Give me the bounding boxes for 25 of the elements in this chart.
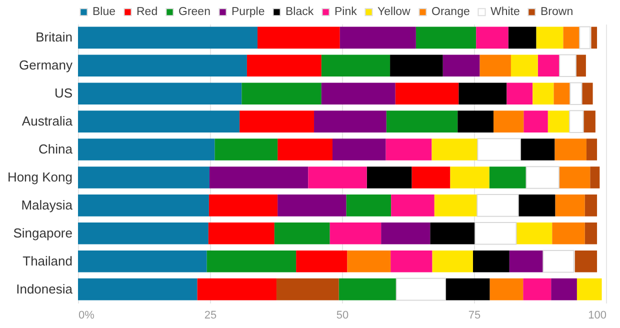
legend-label: White: [490, 6, 520, 18]
x-tick-label: 75: [468, 310, 481, 322]
y-tick-label: Singapore: [13, 225, 72, 240]
legend-label: Red: [136, 6, 158, 18]
legend-label: Purple: [232, 6, 265, 18]
y-tick-label: China: [38, 142, 74, 157]
legend-label: Yellow: [378, 6, 412, 18]
legend-label: Blue: [92, 6, 116, 18]
legend-label: Pink: [334, 6, 358, 18]
y-tick-label: Australia: [22, 114, 74, 129]
x-tick-label: 0%: [78, 310, 95, 322]
y-tick-label: Thailand: [22, 253, 72, 268]
x-tick-label: 100: [588, 310, 606, 322]
legend-label: Brown: [540, 6, 574, 18]
y-tick-label: Germany: [19, 58, 73, 73]
legend-label: Black: [286, 6, 314, 18]
x-tick-label: 50: [336, 310, 349, 322]
x-tick-label: 25: [204, 310, 217, 322]
y-tick-label: Hong Kong: [7, 169, 72, 184]
legend-label: Orange: [432, 6, 470, 18]
y-tick-label: US: [54, 86, 73, 101]
y-tick-label: Britain: [36, 30, 72, 45]
y-tick-label: Indonesia: [16, 281, 74, 296]
legend-label: Green: [178, 6, 210, 18]
y-tick-label: Malaysia: [21, 197, 74, 212]
